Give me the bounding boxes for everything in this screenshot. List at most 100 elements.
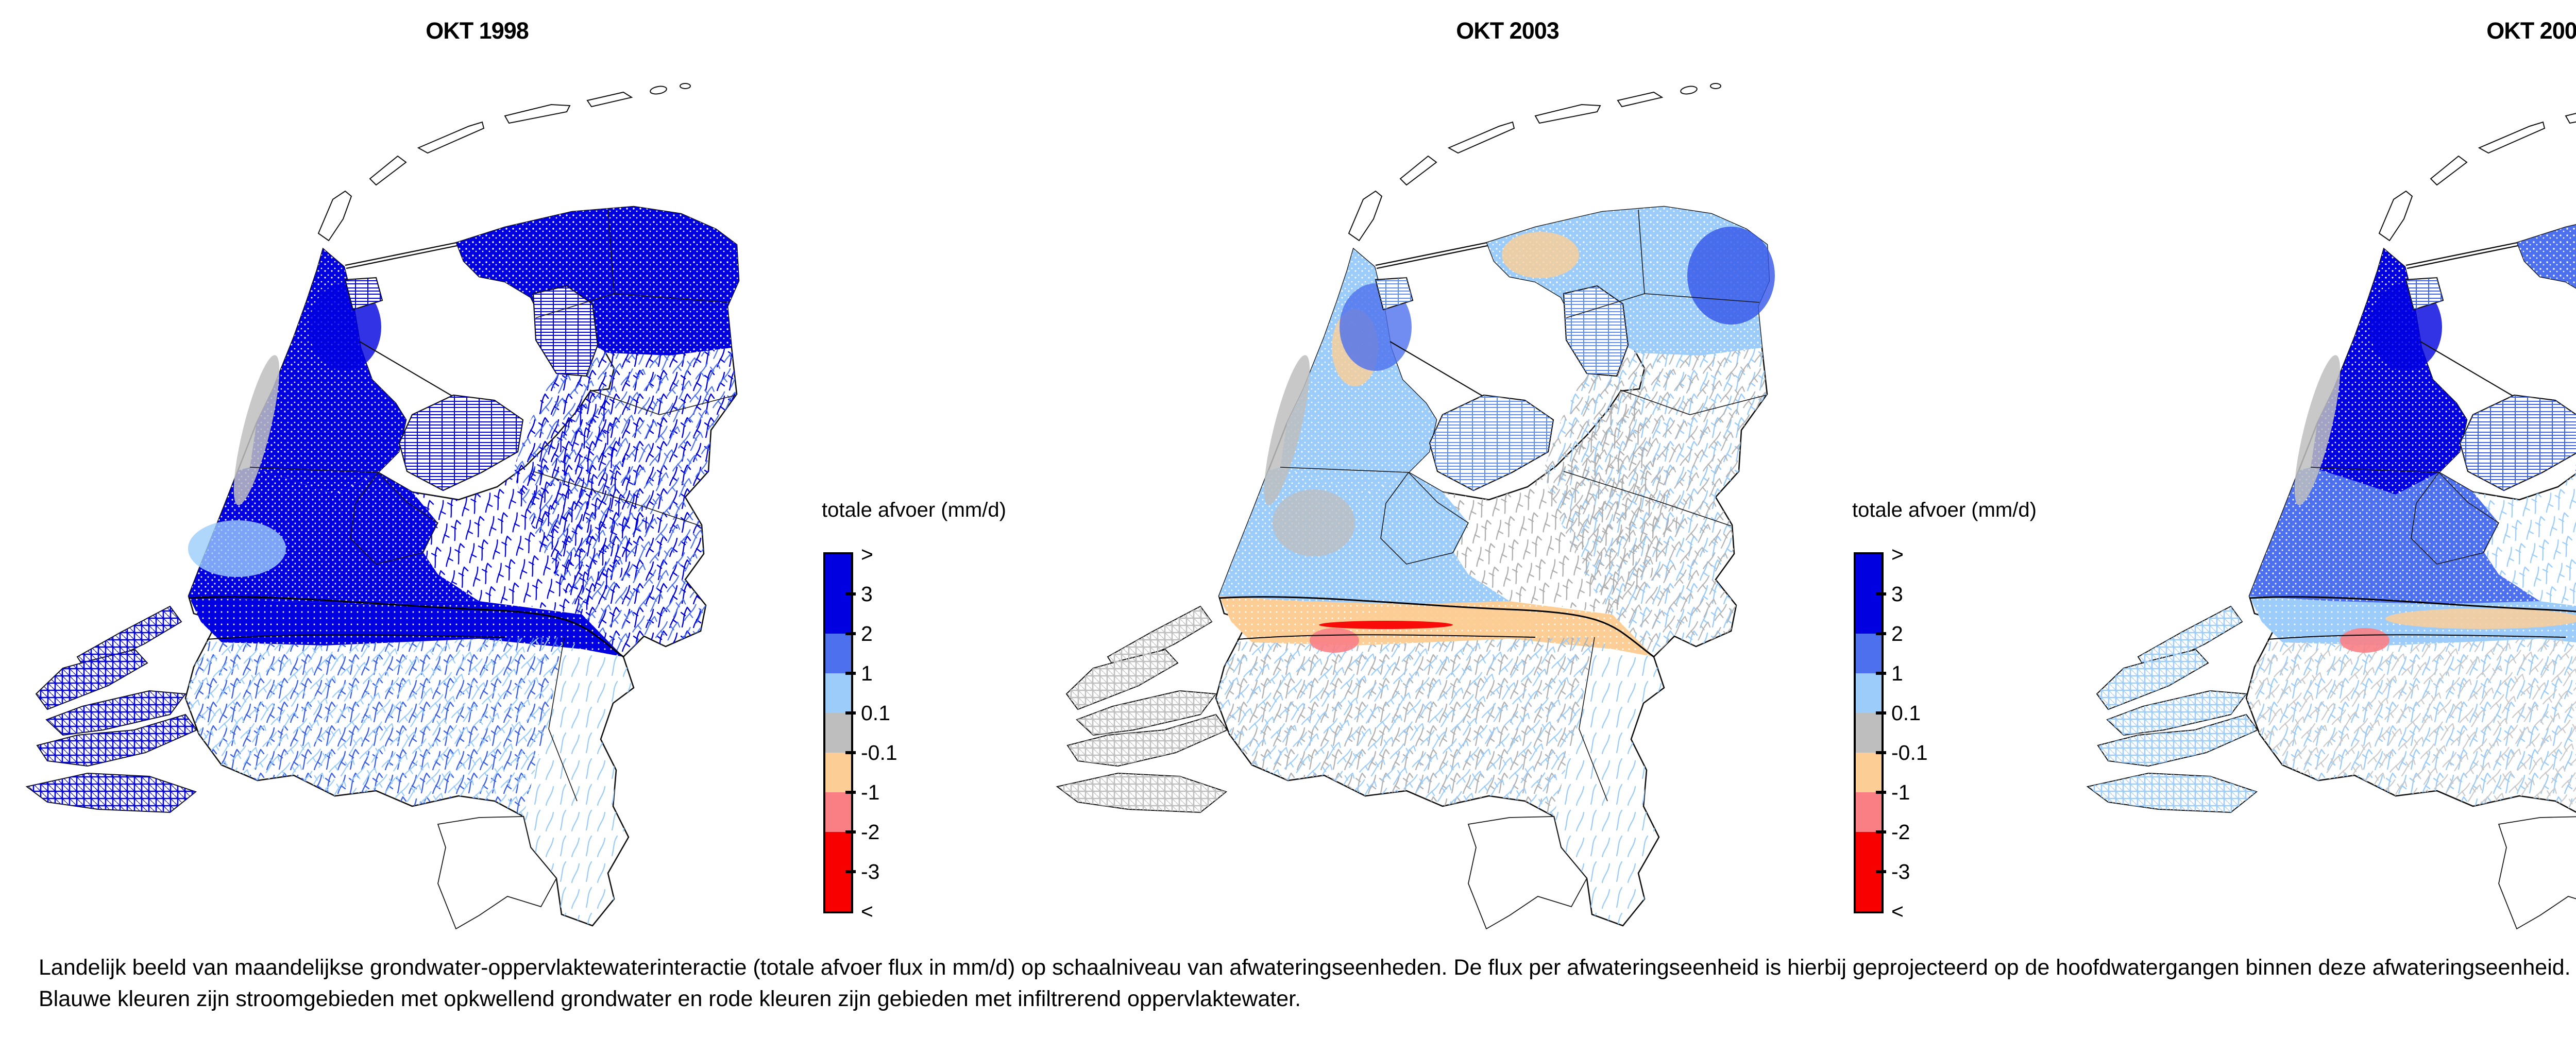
afsluitdijk <box>345 242 457 269</box>
legend-color-segment <box>825 753 851 792</box>
legend-tick <box>1876 592 1886 596</box>
region-veluwe <box>2469 473 2576 605</box>
region-noord-holland <box>250 249 406 495</box>
legend-tick <box>845 751 856 754</box>
panel-okt-1998: OKT 1998 <box>0 0 1030 943</box>
zeeland-islands <box>2086 605 2259 813</box>
internal-borders <box>1280 209 1767 802</box>
legend-label: -2 <box>1891 820 1910 844</box>
legend-tick <box>1876 830 1886 834</box>
legend-tick <box>845 592 856 596</box>
region-south-b <box>185 637 564 817</box>
legend-color-segment <box>1856 832 1882 872</box>
map-okt-2003 <box>1046 59 1850 930</box>
wadden-islands <box>317 83 691 242</box>
patch-orange-north <box>1502 232 1579 278</box>
legend-tick <box>845 711 856 715</box>
patch-light-zuidholland <box>188 520 286 577</box>
legend-color-segment <box>1856 713 1882 753</box>
main-rivers <box>2249 596 2576 640</box>
houtribdijk <box>359 341 454 397</box>
legend-tick <box>1876 870 1886 873</box>
figure-caption: Landelijk beeld van maandelijkse grondwa… <box>39 952 2571 1015</box>
legend-label: 3 <box>1891 582 1903 606</box>
legend-color-segment <box>1856 792 1882 832</box>
legend-label: -1 <box>1891 780 1910 804</box>
zeeland-islands <box>1056 605 1228 813</box>
legend-color-segment <box>825 554 851 594</box>
legend-label: < <box>1891 899 1904 923</box>
legend-label: 2 <box>861 622 873 645</box>
colour-patches <box>1264 227 1775 653</box>
afsluitdijk <box>2405 242 2518 269</box>
legend-title: totale afvoer (mm/d) <box>822 499 1006 521</box>
polders-and-dikes <box>344 242 599 491</box>
netherlands-map <box>1056 83 1775 930</box>
legend-color-segment <box>1856 872 1882 911</box>
legend-color-segment <box>1856 634 1882 673</box>
patch-grey-west <box>1273 489 1355 556</box>
legend-label: -3 <box>1891 860 1910 883</box>
region-south-b <box>1216 637 1595 817</box>
legend-color-segment <box>825 673 851 713</box>
legend-label: 0.1 <box>1891 701 1921 725</box>
legend-color-segment <box>825 792 851 832</box>
panel-okt-2003: OKT 2003 <box>1030 0 2061 943</box>
patch-dune-strip <box>2294 355 2341 505</box>
legend-color-segment <box>825 832 851 872</box>
wadden-islands <box>2378 113 2576 242</box>
legend-color-segment <box>1856 753 1882 792</box>
legend-label: 0.1 <box>861 701 890 725</box>
patch-dune-strip <box>1264 355 1310 505</box>
drainage-regions <box>1216 207 1769 926</box>
legend-label: -0.1 <box>1891 741 1928 764</box>
patch-dune-strip <box>233 355 280 505</box>
map-okt-1998 <box>15 59 819 930</box>
legend-tick <box>845 672 856 675</box>
legend-tick <box>1876 711 1886 715</box>
legend-label: 1 <box>1891 661 1903 685</box>
legend-title: totale afvoer (mm/d) <box>1852 499 2037 521</box>
legend-label: > <box>1891 542 1904 566</box>
legend-color-segment <box>825 713 851 753</box>
legend-label: 1 <box>861 661 873 685</box>
legend-tick <box>845 791 856 794</box>
patch-pink-biesbosch <box>2340 628 2389 653</box>
polders-and-dikes <box>2405 242 2576 491</box>
region-north <box>2517 225 2576 288</box>
polders-and-dikes <box>1375 242 1629 491</box>
caption-line-1: Landelijk beeld van maandelijkse grondwa… <box>39 955 2571 980</box>
panel-okt-2004: OKT 2004 <box>2061 0 2576 943</box>
legend-color-segment <box>1856 673 1882 713</box>
legend: totale afvoer (mm/d) > 3 2 1 0.1 -0.1 -1… <box>817 499 1023 942</box>
legend: totale afvoer (mm/d) > 3 2 1 0.1 -0.1 -1… <box>1847 499 2053 942</box>
region-veluwe <box>1438 389 1680 615</box>
legend-color-segment <box>1856 554 1882 594</box>
netherlands-map <box>25 83 740 930</box>
legend-label: 3 <box>861 582 873 606</box>
belgium-lobe <box>437 816 557 930</box>
legend-label: 2 <box>1891 622 1903 645</box>
region-south-b <box>2246 638 2576 812</box>
houtribdijk <box>2420 341 2515 397</box>
legend-colorbar <box>1854 552 1884 913</box>
belgium-lobe <box>2498 816 2576 930</box>
internal-borders <box>249 209 736 802</box>
legend-color-segment <box>825 872 851 911</box>
region-limburg <box>1554 637 1664 926</box>
belgium-lobe <box>1467 816 1588 930</box>
patch-red-river <box>1319 621 1453 629</box>
patch-ne-groningen <box>1687 227 1775 325</box>
legend-label: > <box>861 542 873 566</box>
netherlands-map <box>2086 113 2576 930</box>
panel-title: OKT 2003 <box>1456 18 1560 44</box>
legend-label: -1 <box>861 780 880 804</box>
legend-color-segment <box>1856 594 1882 634</box>
legend-label: -3 <box>861 860 880 883</box>
legend-color-segment <box>825 634 851 673</box>
caption-line-2: Blauwe kleuren zijn stroomgebieden met o… <box>39 987 1301 1011</box>
legend-tick <box>1876 751 1886 754</box>
legend-tick <box>845 830 856 834</box>
legend-label: -0.1 <box>861 741 897 764</box>
legend-tick <box>845 870 856 873</box>
